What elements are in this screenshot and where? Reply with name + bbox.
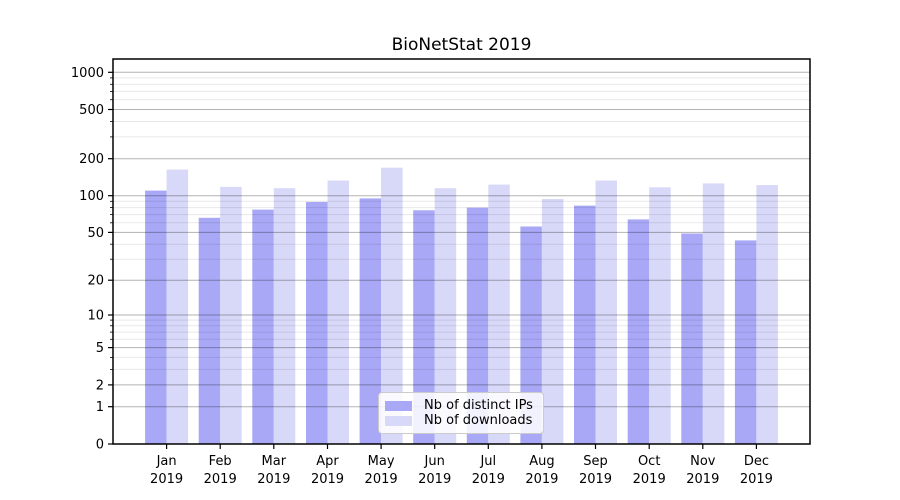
x-tick-label-month-may: May (368, 454, 395, 469)
bar-apr-distinct-ips (306, 201, 328, 444)
bar-nov-distinct-ips (681, 233, 703, 444)
legend-entry-distinct-ips: Nb of distinct IPs (385, 399, 535, 412)
x-tick-label-month-sep: Sep (583, 454, 608, 469)
plot-border (112, 58, 811, 445)
x-tick-label-month-feb: Feb (209, 454, 232, 469)
x-tick-label-month-mar: Mar (262, 454, 287, 469)
x-tick-label-year-nov: 2019 (686, 472, 719, 487)
y-tick-label-1: 1 (96, 400, 104, 415)
x-tick-label-month-jul: Jul (479, 454, 496, 469)
legend-label-downloads: Nb of downloads (424, 413, 533, 428)
x-tick-label-month-oct: Oct (638, 454, 660, 469)
x-tick-label-year-apr: 2019 (311, 472, 344, 487)
bar-apr-downloads (327, 180, 349, 444)
x-tick-label-year-may: 2019 (365, 472, 398, 487)
y-tick-label-50: 50 (87, 226, 104, 241)
x-tick-label-month-nov: Nov (690, 454, 716, 469)
chart-title: BioNetStat 2019 (391, 35, 532, 55)
y-tick-label-100: 100 (79, 189, 104, 204)
legend-entry-downloads: Nb of downloads (385, 414, 535, 427)
bar-jul-distinct-ips (466, 207, 489, 444)
bar-jan-downloads (166, 169, 189, 444)
bar-jun-downloads (434, 188, 457, 444)
legend-label-distinct-ips: Nb of distinct IPs (424, 398, 533, 413)
bar-sep-distinct-ips (574, 205, 596, 444)
bar-mar-downloads (273, 188, 296, 444)
y-tick-label-500: 500 (79, 103, 104, 118)
bar-jun-distinct-ips (413, 210, 435, 444)
x-tick-label-month-dec: Dec (744, 454, 769, 469)
legend-swatch-downloads (385, 415, 412, 426)
x-tick-label-month-jun: Jun (424, 454, 445, 469)
x-tick-label-year-sep: 2019 (579, 472, 612, 487)
bar-aug-distinct-ips (520, 226, 542, 444)
x-tick-label-month-aug: Aug (529, 454, 554, 469)
bar-nov-downloads (702, 183, 725, 444)
y-tick-label-10: 10 (87, 309, 104, 324)
x-tick-label-year-mar: 2019 (257, 472, 290, 487)
bar-may-distinct-ips (359, 198, 382, 444)
bar-may-downloads (381, 167, 403, 444)
bar-aug-downloads (541, 199, 564, 444)
y-tick-label-0: 0 (96, 438, 104, 453)
y-tick-label-2: 2 (96, 378, 104, 393)
x-tick-label-year-oct: 2019 (633, 472, 666, 487)
y-tick-label-20: 20 (87, 274, 104, 289)
bar-feb-downloads (220, 186, 242, 444)
x-tick-label-year-feb: 2019 (204, 472, 237, 487)
x-tick-label-month-jan: Jan (156, 454, 177, 469)
x-tick-label-year-jul: 2019 (472, 472, 505, 487)
y-tick-label-5: 5 (96, 341, 104, 356)
x-tick-label-month-apr: Apr (316, 454, 339, 469)
x-tick-label-year-aug: 2019 (525, 472, 558, 487)
x-tick-label-year-jan: 2019 (150, 472, 183, 487)
bar-jan-distinct-ips (145, 190, 167, 444)
y-tick-label-1000: 1000 (71, 66, 104, 81)
bar-jul-downloads (488, 184, 510, 444)
bar-mar-distinct-ips (252, 209, 274, 444)
legend-swatch-distinct-ips (385, 400, 412, 411)
bar-oct-distinct-ips (627, 219, 650, 444)
x-tick-label-year-dec: 2019 (740, 472, 773, 487)
y-tick-label-200: 200 (79, 152, 104, 167)
bar-dec-downloads (756, 185, 778, 444)
bar-feb-distinct-ips (198, 217, 221, 444)
x-tick-label-year-jun: 2019 (418, 472, 451, 487)
bar-dec-distinct-ips (734, 240, 757, 444)
bar-sep-downloads (595, 180, 617, 444)
legend: Nb of distinct IPs Nb of downloads (378, 392, 544, 434)
bar-oct-downloads (649, 187, 671, 445)
